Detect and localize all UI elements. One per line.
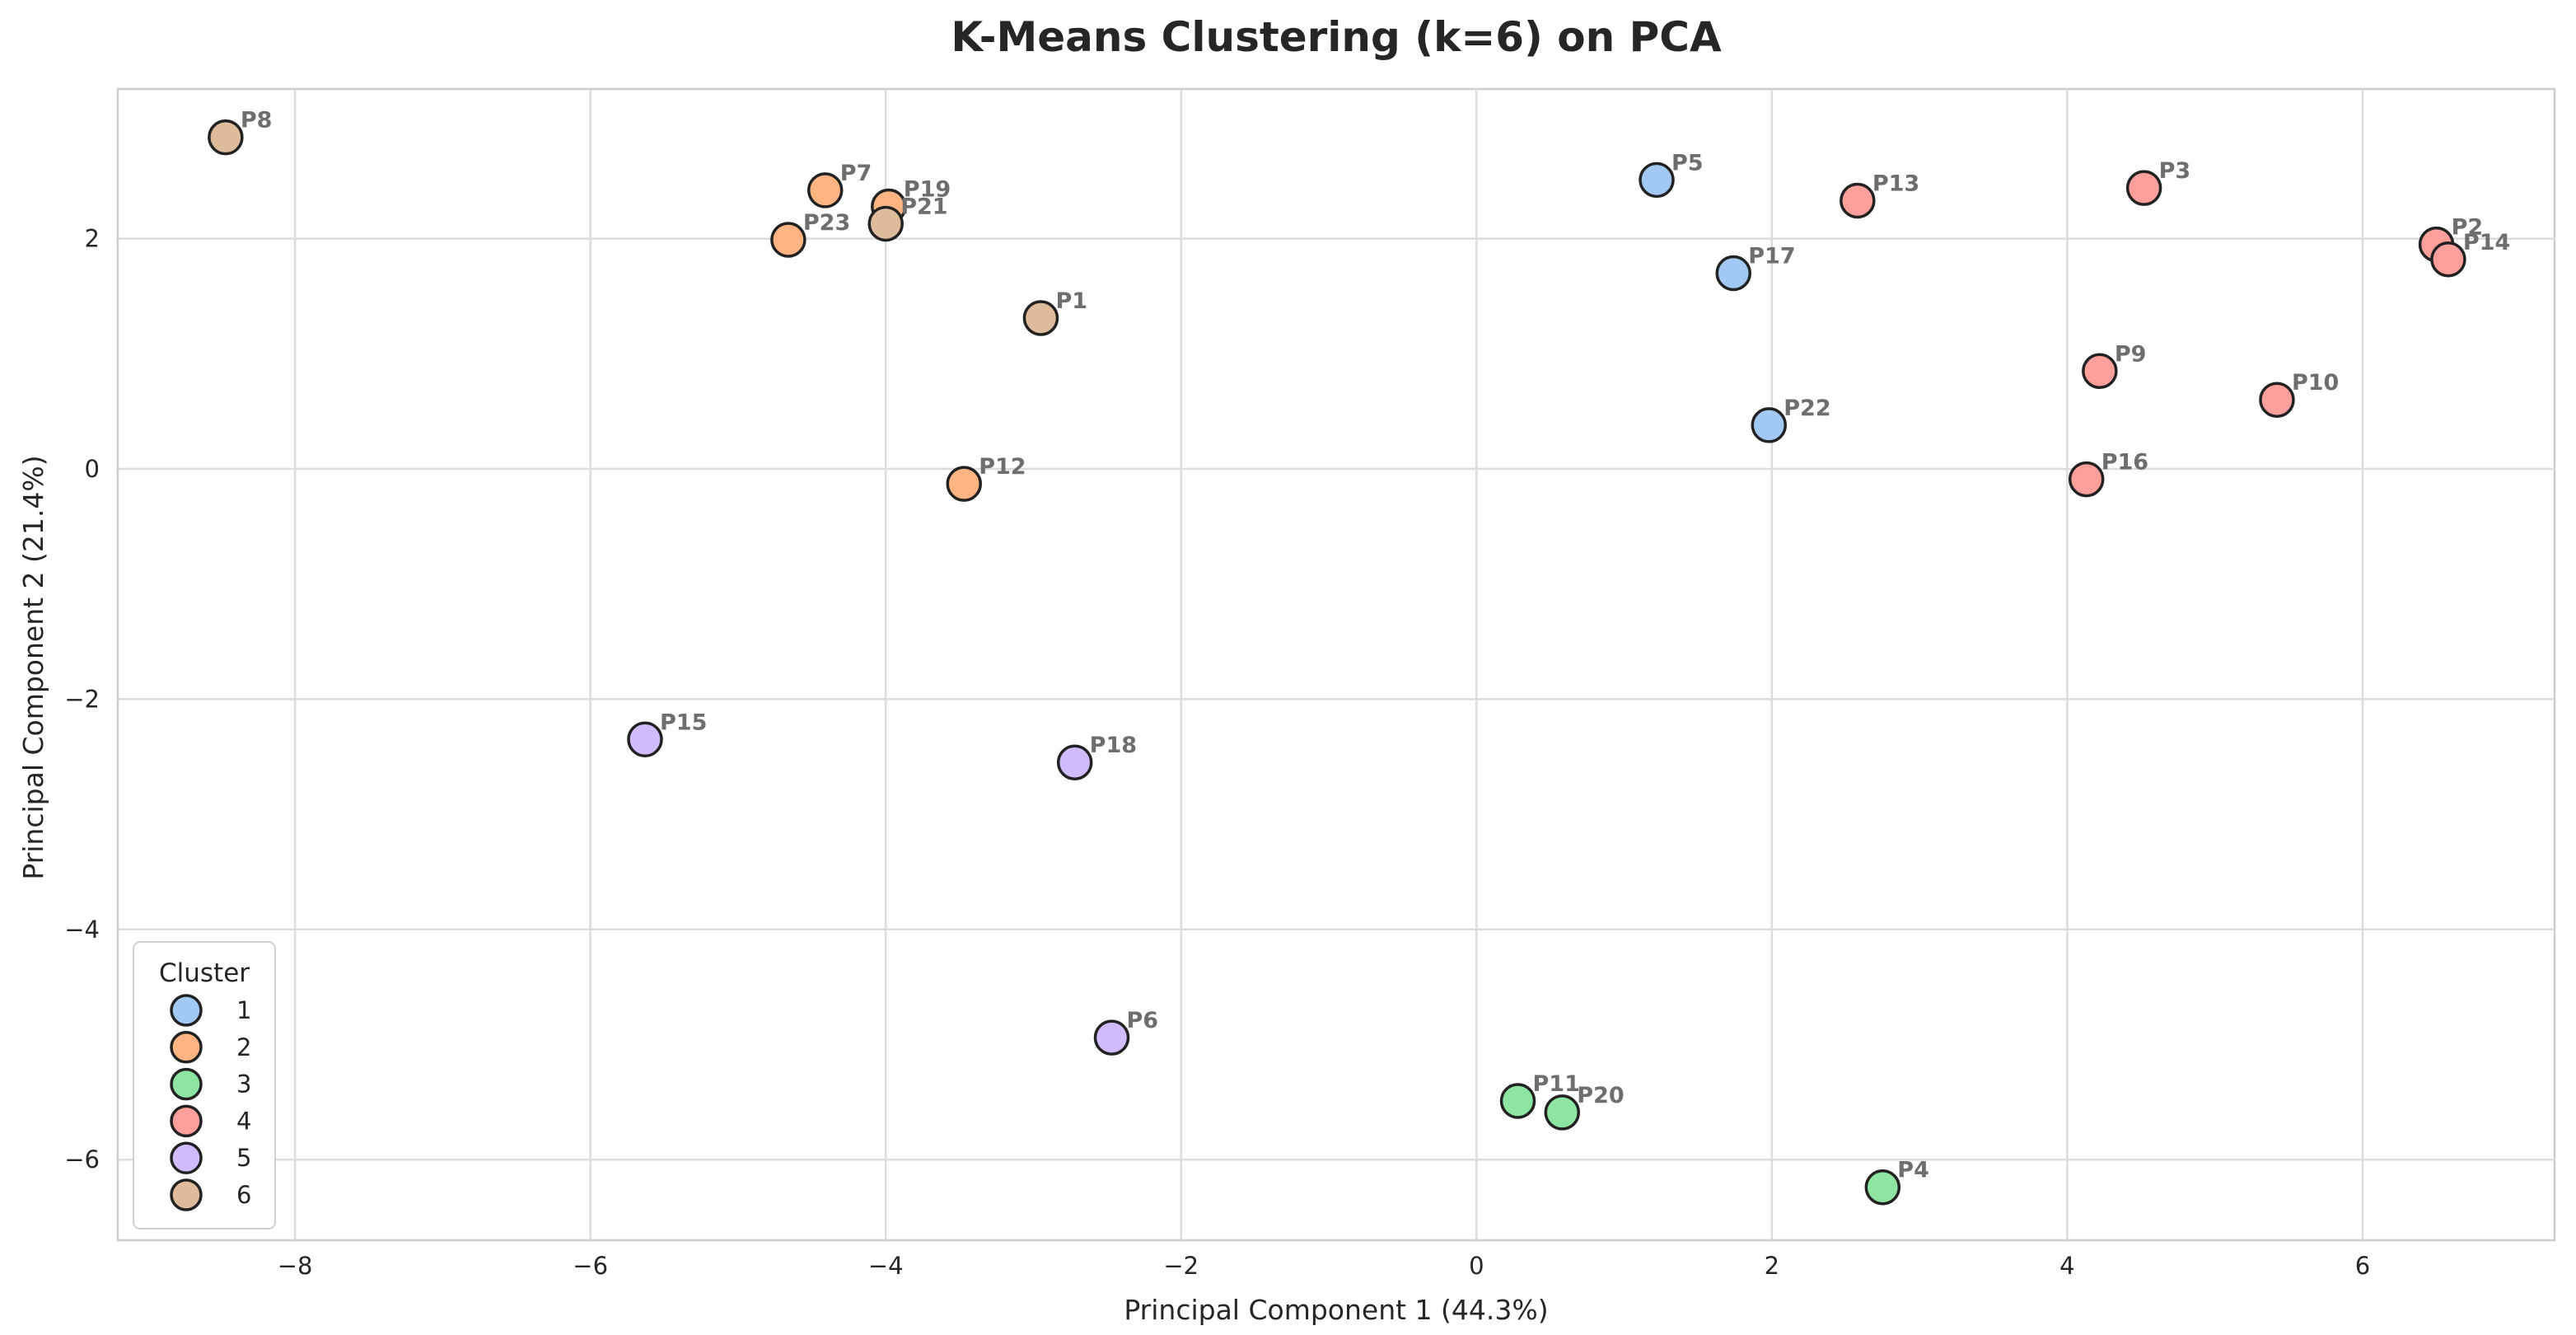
grid-lines [118,89,2555,1240]
point-label: P21 [900,194,947,219]
scatter-point [1544,1094,1581,1131]
scatter-point [1715,255,1751,292]
y-tick-label: 2 [85,225,100,253]
point-label: P5 [1671,150,1704,176]
scatter-point [1093,1019,1130,1056]
y-tick-label: −4 [64,916,100,944]
point-label: P15 [660,710,707,735]
legend-label: 4 [236,1107,251,1135]
scatter-point [2082,353,2118,390]
y-tick-label: 0 [85,455,100,483]
point-label: P6 [1127,1008,1159,1033]
legend-marker [170,1141,203,1174]
point-label: P13 [1872,171,1919,197]
x-tick-label: 2 [1765,1252,1779,1280]
scatter-point [2259,382,2295,418]
legend-marker [170,1031,203,1064]
legend-marker [170,1178,203,1211]
legend-label: 5 [236,1144,251,1172]
scatter-point [208,119,244,156]
legend-title: Cluster [159,958,250,988]
scatter-point [867,205,904,242]
legend-label: 2 [236,1033,251,1061]
point-label: P17 [1748,244,1795,269]
point-label: P19 [904,176,951,202]
scatter-point [1864,1169,1901,1206]
scatter-point [1499,1083,1536,1119]
x-tick-label: 6 [2355,1252,2370,1280]
point-label: P9 [2115,341,2147,367]
scatter-point [1639,162,1675,199]
x-tick-label: −2 [1163,1252,1199,1280]
legend-marker [170,994,203,1027]
point-label: P10 [2292,370,2339,396]
point-label: P4 [1897,1158,1929,1183]
y-tick-label: −6 [64,1145,100,1173]
x-axis-label: Principal Component 1 (44.3%) [1124,1294,1548,1326]
legend-box [133,941,276,1230]
point-labels: P1 P2 P3 P4 P5 P6 P7 P8 P9 P10 P11 P12 P13 P14 P15 P16 P… [241,108,2510,1183]
scatter-point [806,172,844,208]
scatter-point [2125,170,2162,206]
x-tick-label: −4 [868,1252,904,1280]
point-label: P12 [979,454,1026,480]
point-label: P16 [2101,450,2148,475]
legend-label: 1 [236,996,251,1024]
legend-marker [170,1067,203,1101]
scatter-point [1840,182,1876,219]
scatter-point [1022,300,1059,336]
x-tick-label: −6 [573,1252,608,1280]
data-points [208,119,2466,1206]
chart-title: K-Means Clustering (k=6) on PCA [951,13,1722,61]
point-label: P11 [1533,1071,1580,1097]
scatter-point [946,466,982,502]
x-tick-label: 4 [2059,1252,2074,1280]
point-label: P23 [803,210,850,236]
x-tick-label: 0 [1469,1252,1484,1280]
point-label: P8 [241,108,273,134]
point-label: P22 [1784,396,1830,421]
legend: Cluster 1 2 3 4 5 6 [133,941,276,1230]
scatter-point [1751,407,1788,443]
point-label: P7 [840,161,872,186]
point-label: P20 [1577,1083,1624,1108]
legend-marker [170,1104,203,1138]
scatter-point [2068,461,2105,498]
axis-ticks: −8 −6 −4 −2 0 2 4 6 −6 −4 −2 0 2 [64,225,2370,1280]
x-tick-label: −8 [278,1252,313,1280]
y-axis-label: Principal Component 2 (21.4%) [17,455,49,879]
scatter-point [2430,241,2466,278]
legend-label: 3 [236,1070,251,1098]
plot-area [116,87,2556,1242]
point-label: P14 [2463,230,2510,255]
point-label: P3 [2159,158,2191,184]
legend-label: 6 [236,1181,251,1209]
point-label: P18 [1090,733,1137,758]
point-label: P2 [2452,215,2484,241]
scatter-point [770,222,806,258]
point-label: P1 [1055,288,1087,314]
y-tick-label: −2 [64,685,100,713]
legend-entries: 1 2 3 4 5 6 [170,994,251,1211]
scatter-point [627,721,663,758]
scatter-point [1056,744,1093,780]
